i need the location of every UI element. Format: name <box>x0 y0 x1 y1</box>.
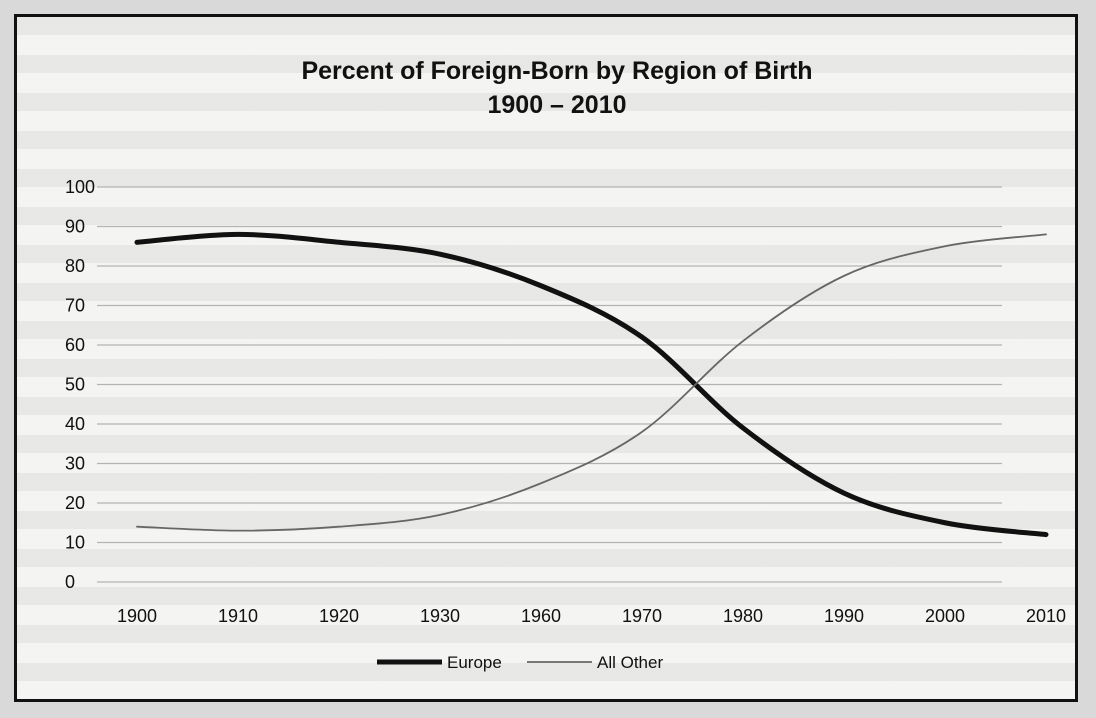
x-tick-label: 1900 <box>117 606 157 626</box>
x-tick-label: 1920 <box>319 606 359 626</box>
series-lines <box>134 231 1049 538</box>
x-tick-label: 1990 <box>824 606 864 626</box>
x-tick-label: 1960 <box>521 606 561 626</box>
x-tick-label: 2010 <box>1026 606 1066 626</box>
chart-subtitle: 1900 – 2010 <box>487 91 626 119</box>
y-tick-label: 100 <box>65 177 95 197</box>
chart-frame: Percent of Foreign-Born by Region of Bir… <box>14 14 1078 702</box>
y-tick-label: 70 <box>65 296 85 316</box>
legend: Europe All Other <box>377 653 663 672</box>
x-tick-label: 1910 <box>218 606 258 626</box>
y-tick-label: 20 <box>65 493 85 513</box>
x-tick-label: 1970 <box>622 606 662 626</box>
series-line-europe <box>134 231 1049 538</box>
y-tick-label: 50 <box>65 375 85 395</box>
legend-label: All Other <box>597 653 663 672</box>
y-tick-label: 30 <box>65 454 85 474</box>
chart-title: Percent of Foreign-Born by Region of Bir… <box>301 57 812 85</box>
y-tick-label: 10 <box>65 533 85 553</box>
series-line-all-other <box>136 233 1047 532</box>
y-tick-label: 60 <box>65 335 85 355</box>
x-tick-label: 1980 <box>723 606 763 626</box>
y-tick-label: 0 <box>65 572 75 592</box>
x-tick-label: 2000 <box>925 606 965 626</box>
legend-label: Europe <box>447 653 502 672</box>
x-axis-ticks: 1900 1910 1920 1930 1960 1970 1980 1990 2000 2010 <box>117 606 1066 626</box>
y-tick-label: 90 <box>65 217 85 237</box>
gridlines <box>97 186 1002 583</box>
y-axis-ticks: 0 10 20 30 40 50 60 70 80 90 100 <box>65 177 95 592</box>
y-tick-label: 80 <box>65 256 85 276</box>
x-tick-label: 1930 <box>420 606 460 626</box>
line-chart: Percent of Foreign-Born by Region of Bir… <box>65 57 1066 672</box>
y-tick-label: 40 <box>65 414 85 434</box>
